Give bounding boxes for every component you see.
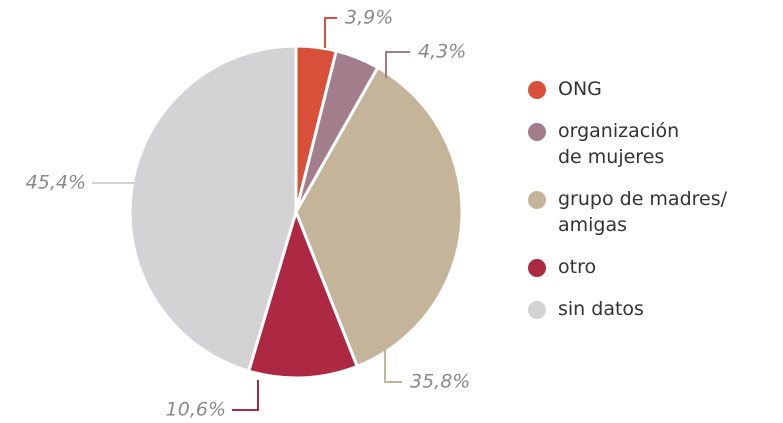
- legend-swatch: [528, 81, 546, 99]
- legend-item: organización de mujeres: [528, 118, 708, 170]
- pie-slice: [294, 65, 464, 369]
- legend-swatch: [528, 259, 546, 277]
- legend-item: ONG: [528, 76, 758, 102]
- value-label: 10,6%: [166, 399, 226, 421]
- legend: ONG organización de mujeres grupo de madre…: [528, 76, 758, 338]
- leader-line: [385, 51, 410, 78]
- legend-swatch: [528, 123, 546, 141]
- legend-label: ONG: [558, 78, 602, 100]
- pie-slice: [246, 207, 360, 380]
- legend-swatch: [528, 191, 546, 209]
- value-label: 45,4%: [26, 172, 86, 194]
- legend-item: grupo de madres/ amigas: [528, 186, 758, 238]
- legend-swatch: [528, 301, 546, 319]
- pie-slice: [128, 44, 298, 373]
- value-label: 35,8%: [410, 371, 470, 393]
- legend-item: sin datos: [528, 296, 758, 322]
- legend-label: sin datos: [558, 298, 644, 320]
- legend-label: organización de mujeres: [558, 120, 680, 168]
- value-label: 3,9%: [345, 7, 393, 29]
- legend-label: otro: [558, 256, 597, 278]
- leader-line: [324, 17, 337, 48]
- legend-label: grupo de madres/ amigas: [558, 188, 728, 236]
- leader-line: [384, 350, 402, 383]
- value-label: 4,3%: [418, 41, 466, 63]
- leader-line: [232, 380, 259, 411]
- legend-item: otro: [528, 254, 758, 280]
